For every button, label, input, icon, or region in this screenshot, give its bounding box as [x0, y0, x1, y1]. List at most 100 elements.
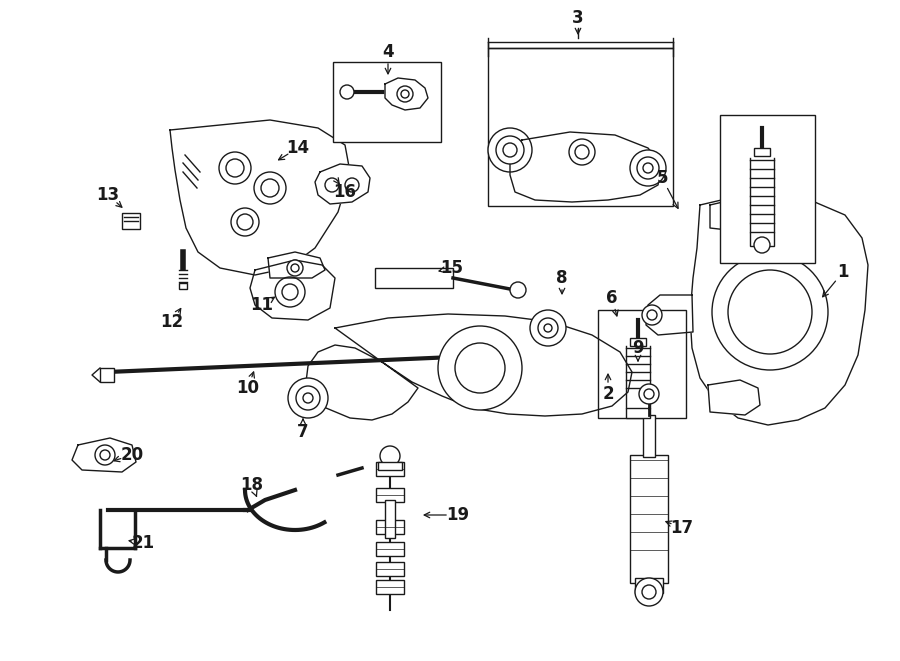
Bar: [378, 462, 402, 470]
Bar: [488, 48, 673, 206]
Circle shape: [544, 324, 552, 332]
Circle shape: [397, 86, 413, 102]
Circle shape: [303, 393, 313, 403]
Bar: [122, 213, 140, 229]
Polygon shape: [646, 295, 693, 335]
Circle shape: [644, 389, 654, 399]
Text: 4: 4: [382, 43, 394, 61]
Circle shape: [639, 384, 659, 404]
Circle shape: [340, 85, 354, 99]
Circle shape: [538, 318, 558, 338]
Bar: [376, 520, 404, 534]
Circle shape: [95, 445, 115, 465]
Circle shape: [455, 343, 505, 393]
Bar: [376, 542, 404, 556]
Text: 2: 2: [602, 385, 614, 403]
Text: 18: 18: [240, 476, 264, 494]
Text: 19: 19: [446, 506, 470, 524]
Circle shape: [231, 208, 259, 236]
Text: 11: 11: [250, 296, 274, 314]
Text: 21: 21: [131, 534, 155, 552]
Circle shape: [254, 172, 286, 204]
Text: 20: 20: [121, 446, 144, 464]
Circle shape: [288, 378, 328, 418]
Circle shape: [438, 326, 522, 410]
Bar: [376, 488, 404, 502]
Circle shape: [637, 157, 659, 179]
Polygon shape: [315, 164, 370, 204]
Bar: [376, 562, 404, 576]
Polygon shape: [250, 260, 335, 320]
Circle shape: [496, 136, 524, 164]
Circle shape: [575, 145, 589, 159]
Text: 16: 16: [334, 183, 356, 201]
Circle shape: [219, 152, 251, 184]
Bar: [598, 310, 686, 418]
Bar: [376, 580, 404, 594]
Circle shape: [503, 143, 517, 157]
Text: 5: 5: [656, 169, 668, 187]
Bar: [720, 115, 815, 263]
Circle shape: [510, 282, 526, 298]
Polygon shape: [72, 438, 136, 472]
Circle shape: [380, 446, 400, 466]
Circle shape: [643, 163, 653, 173]
Circle shape: [647, 310, 657, 320]
Bar: [750, 232, 774, 246]
Circle shape: [291, 264, 299, 272]
Bar: [375, 268, 453, 288]
Bar: [630, 455, 668, 583]
Text: 15: 15: [440, 259, 464, 277]
Bar: [626, 408, 650, 418]
Circle shape: [642, 585, 656, 599]
Circle shape: [287, 260, 303, 276]
Text: 14: 14: [286, 139, 310, 157]
Circle shape: [345, 178, 359, 192]
Circle shape: [754, 237, 770, 253]
Circle shape: [261, 179, 279, 197]
Circle shape: [282, 284, 298, 300]
Text: 3: 3: [572, 9, 584, 27]
Circle shape: [630, 150, 666, 186]
Circle shape: [100, 450, 110, 460]
Bar: [635, 578, 663, 593]
Bar: [100, 368, 114, 382]
Circle shape: [488, 128, 532, 172]
Bar: [630, 338, 646, 346]
Text: 8: 8: [556, 269, 568, 287]
Text: 1: 1: [837, 263, 849, 281]
Text: 7: 7: [297, 423, 309, 441]
Circle shape: [237, 214, 253, 230]
Circle shape: [569, 139, 595, 165]
Bar: [179, 283, 187, 289]
Polygon shape: [690, 195, 868, 425]
Circle shape: [325, 178, 339, 192]
Polygon shape: [268, 252, 325, 278]
Bar: [333, 62, 441, 142]
Text: 9: 9: [632, 339, 644, 357]
Circle shape: [226, 159, 244, 177]
Circle shape: [635, 578, 663, 606]
Text: 13: 13: [96, 186, 120, 204]
Text: 10: 10: [237, 379, 259, 397]
Polygon shape: [510, 132, 662, 202]
Polygon shape: [170, 120, 350, 275]
Text: 6: 6: [607, 289, 617, 307]
Polygon shape: [708, 380, 760, 415]
Text: 17: 17: [670, 519, 694, 537]
Circle shape: [296, 386, 320, 410]
Circle shape: [642, 305, 662, 325]
Bar: [643, 415, 655, 457]
Circle shape: [275, 277, 305, 307]
Polygon shape: [710, 198, 758, 232]
Bar: [754, 148, 770, 156]
Text: 12: 12: [160, 313, 184, 331]
Bar: [376, 462, 404, 476]
Circle shape: [728, 270, 812, 354]
Bar: [385, 500, 395, 538]
Polygon shape: [306, 314, 632, 420]
Polygon shape: [385, 78, 428, 110]
Circle shape: [401, 90, 409, 98]
Circle shape: [530, 310, 566, 346]
Circle shape: [712, 254, 828, 370]
